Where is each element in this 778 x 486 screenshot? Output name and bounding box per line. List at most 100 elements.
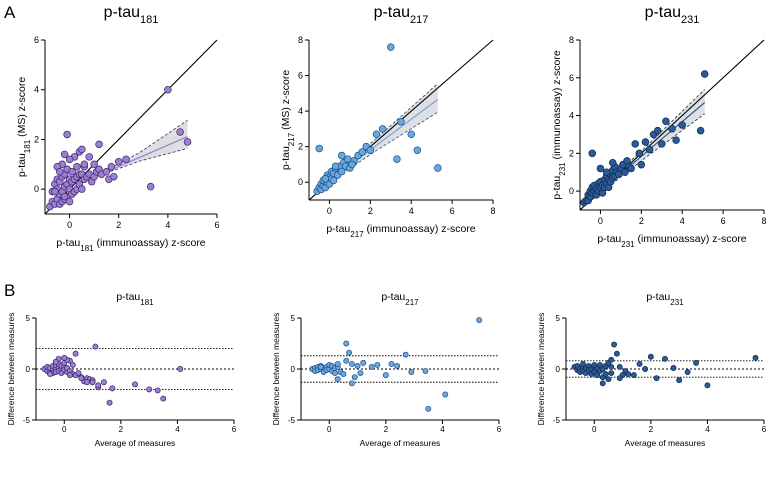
data-point	[642, 366, 649, 372]
y-tick-label: -5	[23, 416, 31, 425]
data-point	[662, 355, 668, 362]
data-point	[78, 375, 85, 382]
y-axis-label: Difference between measures	[6, 313, 16, 426]
data-point	[596, 164, 605, 173]
confidence-band	[91, 120, 188, 179]
data-point	[331, 370, 338, 377]
data-point	[343, 340, 350, 347]
data-point	[678, 121, 686, 129]
data-point	[588, 149, 597, 158]
y-tick-label: 2	[34, 134, 39, 144]
data-point	[608, 356, 615, 363]
data-point	[110, 172, 118, 181]
y-tick-label: 4	[34, 85, 39, 95]
y-axis-label: p-tau231 (immunoassay) z-score	[551, 50, 567, 199]
data-point	[704, 382, 711, 389]
data-point	[340, 371, 347, 378]
data-point	[83, 379, 90, 386]
data-point	[637, 160, 646, 169]
data-point	[95, 140, 103, 149]
y-tick-label: 2	[569, 148, 574, 158]
data-point	[61, 354, 68, 361]
chart-title: p-tau231	[646, 291, 684, 307]
data-point	[90, 160, 98, 169]
data-point	[434, 164, 442, 172]
data-point	[684, 369, 691, 376]
x-tick-label: 4	[680, 216, 685, 226]
data-point	[594, 372, 601, 379]
data-point	[164, 85, 172, 94]
y-tick-label: 8	[298, 35, 303, 45]
data-point	[599, 380, 606, 387]
data-point	[580, 360, 586, 367]
data-point	[346, 349, 353, 356]
data-point	[442, 391, 449, 398]
x-tick-label: 0	[592, 425, 597, 434]
data-point	[65, 197, 74, 206]
data-point	[631, 140, 639, 148]
data-point	[68, 167, 76, 176]
data-point	[647, 353, 654, 360]
data-point	[358, 148, 366, 156]
y-tick-label: 5	[291, 314, 296, 323]
data-point	[752, 354, 759, 361]
data-point	[635, 149, 644, 158]
data-point	[394, 362, 401, 369]
data-point	[422, 368, 429, 374]
panel-letter-a: A	[4, 3, 16, 22]
data-point	[354, 362, 361, 369]
data-point	[693, 359, 700, 366]
data-point	[387, 43, 395, 51]
data-point	[388, 360, 395, 367]
data-point	[408, 369, 415, 376]
data-point	[653, 126, 662, 135]
x-tick-label: 2	[639, 216, 644, 226]
chart-b2: p-tau217 0 2 4 6 -5 0 5 Average of measures Diffe…	[271, 291, 502, 448]
data-point	[368, 364, 375, 370]
y-tick-label: 0	[291, 365, 296, 374]
x-tick-label: 2	[368, 206, 373, 216]
x-tick-label: 4	[705, 425, 710, 434]
x-axis-label: Average of measures	[625, 438, 706, 448]
y-axis-label: Difference between measures	[271, 313, 281, 426]
chart-b3: p-tau231 0 2 4 6 -5 0 5 Average of measures Diffe…	[536, 291, 767, 448]
data-point	[668, 125, 676, 133]
x-tick-label: 6	[762, 425, 767, 434]
x-tick-label: 4	[409, 206, 414, 216]
y-tick-label: 0	[569, 186, 574, 196]
x-axis-label: p-tau217 (immunoassay) z-score	[326, 223, 475, 239]
x-tick-label: 2	[384, 425, 389, 434]
data-point	[89, 379, 96, 386]
data-point	[351, 374, 358, 381]
data-point	[402, 351, 409, 358]
y-tick-label: 0	[556, 365, 561, 374]
y-tick-label: 6	[34, 35, 39, 45]
data-point	[366, 146, 375, 154]
y-tick-label: 8	[569, 35, 574, 45]
data-point	[641, 138, 650, 146]
data-point	[700, 70, 709, 78]
x-axis-label: Average of measures	[360, 438, 441, 448]
y-tick-label: 4	[298, 106, 303, 116]
data-point	[602, 168, 611, 176]
y-tick-label: 0	[34, 184, 39, 194]
y-tick-label: 5	[26, 314, 31, 323]
x-tick-label: 8	[761, 216, 766, 226]
data-point	[407, 130, 415, 138]
data-point	[348, 360, 355, 367]
x-axis-label: Average of measures	[95, 438, 176, 448]
x-tick-label: 0	[327, 425, 332, 434]
x-tick-label: 4	[175, 425, 180, 434]
y-tick-label: 0	[26, 365, 31, 374]
data-point	[51, 187, 59, 196]
y-axis-label: Difference between measures	[536, 313, 546, 426]
confidence-upper	[91, 119, 188, 179]
y-tick-label: 6	[569, 73, 574, 83]
chart-title: p-tau217	[374, 4, 429, 26]
y-tick-label: 6	[298, 71, 303, 81]
data-point	[63, 130, 71, 139]
chart-title: p-tau217	[381, 291, 419, 307]
data-point	[343, 357, 350, 364]
data-point	[608, 159, 617, 167]
